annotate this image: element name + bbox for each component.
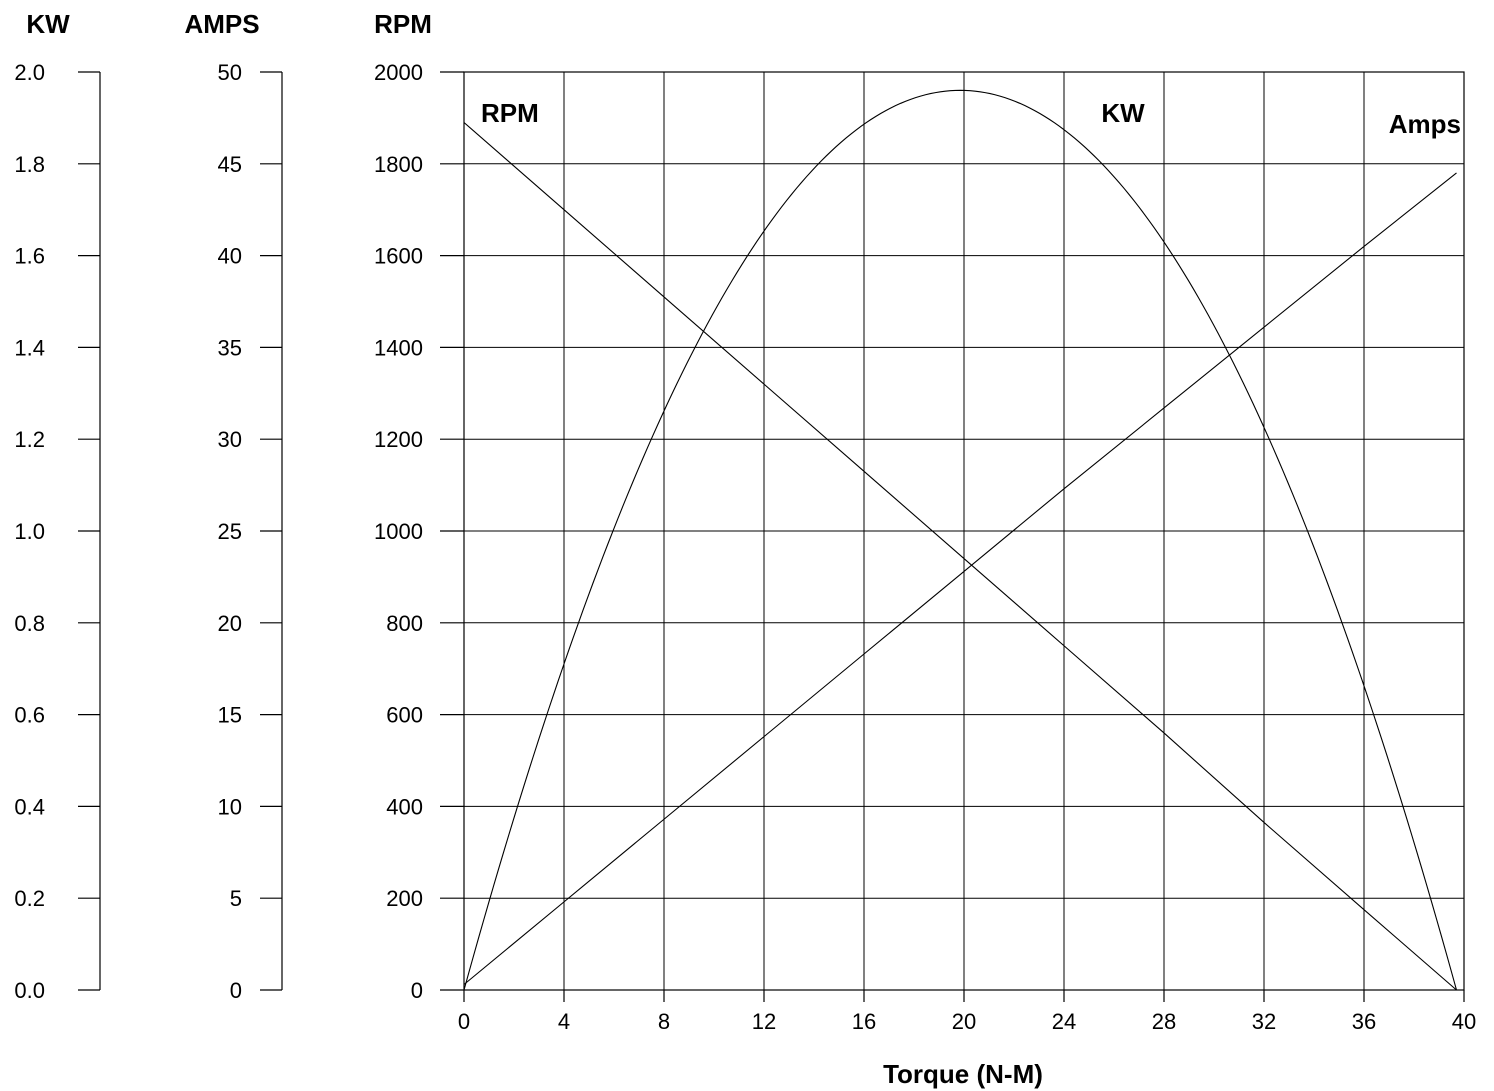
kw-tick-label: 1.8: [14, 152, 45, 177]
rpm-tick-label: 400: [386, 794, 423, 819]
series-labels: RPM Amps KW: [481, 98, 1461, 139]
rpm-tick-label: 0: [411, 978, 423, 1003]
kw-axis-title: KW: [26, 9, 70, 39]
amps-tick-label: 5: [230, 886, 242, 911]
torque-tick-label: 8: [658, 1009, 670, 1034]
kw-tick-label: 1.6: [14, 244, 45, 269]
amps-tick-label: 15: [218, 703, 242, 728]
plot-grid: [463, 71, 1465, 991]
kw-tick-label: 0.0: [14, 978, 45, 1003]
amps-tick-label: 25: [218, 519, 242, 544]
amps-tick-label: 45: [218, 152, 242, 177]
rpm-tick-label: 1000: [374, 519, 423, 544]
torque-tick-label: 0: [458, 1009, 470, 1034]
rpm-tick-label: 1800: [374, 152, 423, 177]
amps-tick-label: 35: [218, 335, 242, 360]
kw-curve: [463, 89, 1458, 991]
rpm-axis-title: RPM: [374, 9, 432, 39]
amps-tick-label: 30: [218, 427, 242, 452]
rpm-curve: [463, 122, 1457, 991]
kw-axis: 2.0 1.8 1.6 1.4 1.2 1.0 0.8 0.6 0.4 0.2 0.0: [14, 60, 101, 1003]
rpm-tick-label: 1600: [374, 244, 423, 269]
rpm-tick-label: 1400: [374, 335, 423, 360]
torque-tick-label: 12: [752, 1009, 776, 1034]
torque-axis: 0 4 8 12 16 20 24 28 32 36 40: [458, 990, 1476, 1034]
torque-tick-label: 32: [1252, 1009, 1276, 1034]
series-curves: [463, 89, 1458, 991]
rpm-tick-label: 2000: [374, 60, 423, 85]
amps-tick-label: 10: [218, 794, 242, 819]
amps-axis-title: AMPS: [184, 9, 259, 39]
amps-curve: [463, 172, 1457, 985]
kw-tick-label: 2.0: [14, 60, 45, 85]
torque-tick-label: 16: [852, 1009, 876, 1034]
torque-tick-label: 40: [1452, 1009, 1476, 1034]
torque-tick-label: 4: [558, 1009, 570, 1034]
rpm-tick-label: 1200: [374, 427, 423, 452]
kw-tick-label: 0.8: [14, 611, 45, 636]
torque-axis-title: Torque (N-M): [883, 1059, 1043, 1089]
amps-series-label: Amps: [1389, 109, 1461, 139]
rpm-tick-label: 600: [386, 703, 423, 728]
torque-tick-label: 36: [1352, 1009, 1376, 1034]
kw-tick-label: 1.0: [14, 519, 45, 544]
kw-tick-label: 0.2: [14, 886, 45, 911]
amps-tick-label: 0: [230, 978, 242, 1003]
kw-tick-label: 0.4: [14, 794, 45, 819]
torque-tick-label: 28: [1152, 1009, 1176, 1034]
torque-tick-label: 24: [1052, 1009, 1076, 1034]
kw-tick-label: 1.4: [14, 335, 45, 360]
amps-tick-label: 20: [218, 611, 242, 636]
rpm-series-label: RPM: [481, 98, 539, 128]
kw-tick-label: 1.2: [14, 427, 45, 452]
kw-tick-label: 0.6: [14, 703, 45, 728]
torque-tick-label: 20: [952, 1009, 976, 1034]
rpm-tick-label: 200: [386, 886, 423, 911]
rpm-tick-label: 800: [386, 611, 423, 636]
kw-series-label: KW: [1101, 98, 1145, 128]
amps-tick-label: 50: [218, 60, 242, 85]
amps-tick-label: 40: [218, 244, 242, 269]
